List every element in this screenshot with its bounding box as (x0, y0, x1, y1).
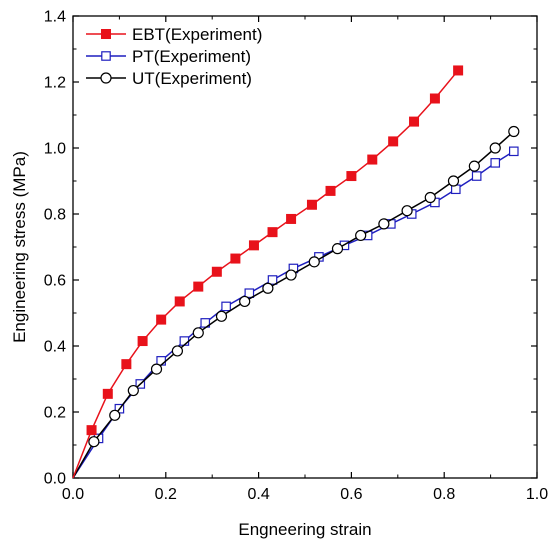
y-tick-label: 1.2 (44, 75, 66, 92)
series-2 (72, 125, 520, 479)
y-tick-label: 0.8 (44, 207, 66, 224)
legend-item: EBT(Experiment) (86, 25, 262, 44)
data-point (346, 171, 357, 182)
y-tick-label: 0.2 (44, 405, 66, 422)
data-point (489, 142, 501, 154)
data-point (355, 229, 367, 242)
data-point (325, 185, 336, 196)
data-point (508, 125, 520, 138)
data-point (409, 116, 420, 127)
data-point (192, 327, 204, 339)
legend: EBT(Experiment) PT(Experiment) UT(Experime… (86, 25, 262, 88)
data-point (424, 191, 436, 204)
x-tick-label: 0.6 (340, 486, 362, 503)
data-point (239, 295, 251, 308)
data-point (127, 384, 139, 397)
data-point (453, 65, 464, 76)
data-point (150, 363, 163, 375)
x-tick-label: 0.8 (433, 486, 455, 503)
legend-marker (101, 51, 111, 61)
legend-label: EBT(Experiment) (132, 25, 262, 44)
data-point (468, 160, 480, 172)
legend-marker (100, 72, 112, 84)
x-tick-label: 0.2 (155, 486, 177, 503)
data-point (267, 227, 278, 238)
data-point (86, 425, 97, 436)
data-point (230, 253, 241, 264)
y-tick-label: 1.0 (44, 141, 66, 158)
legend-label: UT(Experiment) (132, 69, 252, 88)
y-tick-label: 0.0 (44, 471, 66, 488)
data-point (137, 336, 148, 347)
y-tick-label: 0.4 (44, 339, 66, 356)
legend-marker (101, 29, 111, 39)
y-axis-label: Engineering stress (MPa) (10, 151, 29, 343)
data-point (286, 213, 297, 224)
data-point (102, 388, 113, 399)
data-point (174, 296, 185, 307)
data-point (306, 199, 317, 210)
data-point (401, 205, 413, 217)
data-point (88, 436, 100, 448)
data-point (285, 269, 297, 281)
series-line (72, 150, 515, 479)
data-point (471, 171, 482, 181)
data-point (490, 158, 501, 168)
legend-item: UT(Experiment) (86, 69, 252, 88)
data-point (193, 281, 204, 292)
axes: 0.0 0.2 0.4 0.6 0.8 1.0 0.0 0.2 0.4 0.6 0.8 1.0 1.2 1… (44, 9, 548, 504)
series-1 (72, 146, 519, 479)
data-point (308, 256, 320, 268)
y-tick-label: 0.6 (44, 273, 66, 290)
legend-item: PT(Experiment) (86, 47, 251, 66)
y-tick-label: 1.4 (44, 9, 66, 26)
series-line (72, 69, 459, 479)
x-tick-label: 0.0 (62, 486, 84, 503)
data-point (262, 282, 274, 294)
data-point (248, 240, 259, 251)
data-point (211, 266, 222, 277)
legend-label: PT(Experiment) (132, 47, 251, 66)
data-point (171, 345, 183, 357)
data-point (447, 175, 460, 187)
data-point (156, 314, 167, 325)
data-point (378, 218, 390, 230)
data-point (509, 146, 519, 157)
data-point (388, 136, 399, 147)
data-point (267, 275, 278, 285)
series-0 (72, 65, 464, 479)
x-axis-label: Engneering strain (238, 520, 371, 539)
data-point (429, 93, 440, 104)
x-tick-label: 1.0 (526, 486, 548, 503)
data-point (121, 359, 132, 370)
data-point (215, 310, 228, 322)
data-point (367, 154, 378, 165)
series-line (72, 130, 515, 479)
data-point (109, 409, 121, 421)
data-point (331, 243, 344, 255)
series-layer (72, 65, 520, 479)
data-point (221, 301, 231, 312)
x-tick-label: 0.4 (247, 486, 269, 503)
data-point (244, 288, 255, 298)
